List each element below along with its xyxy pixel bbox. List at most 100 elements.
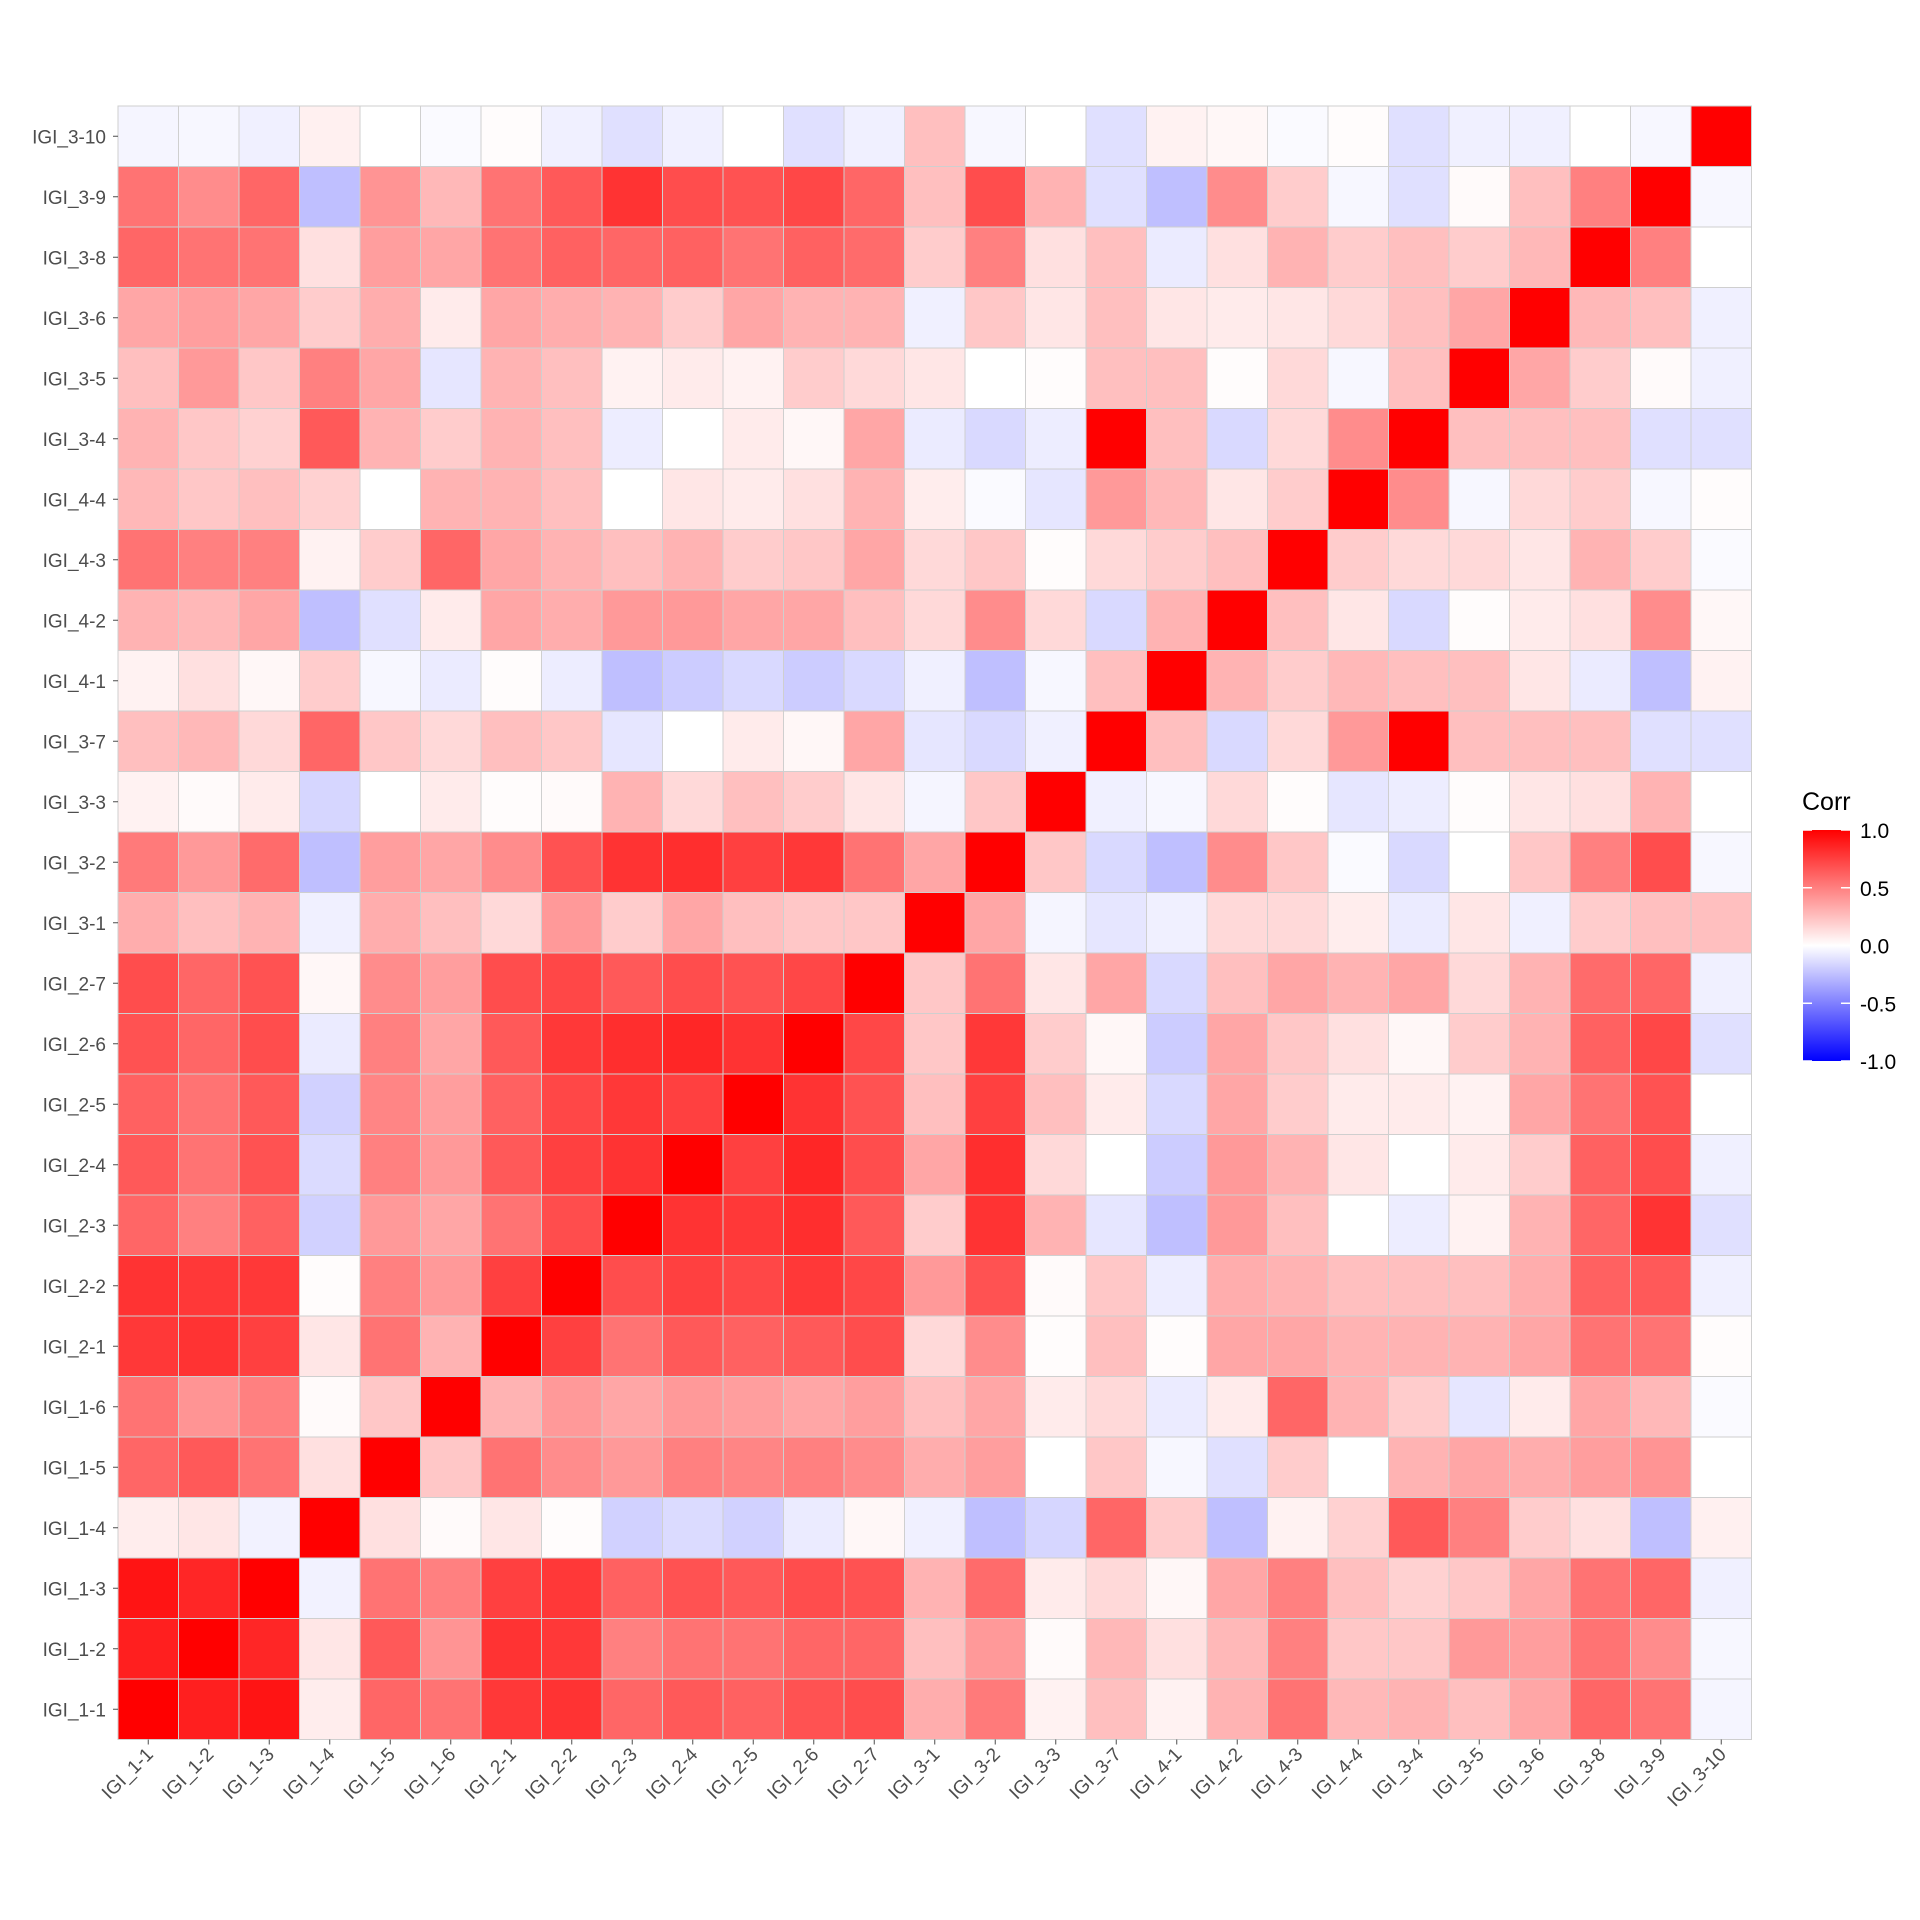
heatmap-cell [480, 1557, 542, 1619]
heatmap-cell [541, 105, 603, 167]
heatmap-cell [1509, 1678, 1571, 1740]
x-tick-label: IGI_3-4 [1369, 1744, 1429, 1804]
heatmap-cell [1569, 1255, 1631, 1317]
heatmap-cell [722, 1557, 784, 1619]
heatmap-cell [904, 529, 966, 591]
heatmap-cell [1569, 1436, 1631, 1498]
heatmap-cell [299, 105, 361, 167]
heatmap-cell [1388, 347, 1450, 409]
heatmap-cell [178, 1497, 240, 1559]
heatmap-cell [541, 1194, 603, 1256]
heatmap-cell [904, 1557, 966, 1619]
heatmap-cell [238, 952, 300, 1014]
heatmap-cell [1569, 710, 1631, 772]
heatmap-cell [1146, 1497, 1208, 1559]
heatmap-cell [299, 226, 361, 288]
x-tick-label: IGI_3-9 [1611, 1744, 1671, 1804]
y-tick-label: IGI_2-5 [43, 1095, 106, 1116]
heatmap-cell [420, 1073, 482, 1135]
heatmap-cell [541, 952, 603, 1014]
heatmap-cell [1327, 1073, 1389, 1135]
heatmap-cell [1025, 1255, 1087, 1317]
heatmap-cell [117, 1557, 179, 1619]
heatmap-cell [1569, 347, 1631, 409]
heatmap-cell [662, 1255, 724, 1317]
heatmap-cell [1025, 468, 1087, 530]
heatmap-cell [1690, 1255, 1752, 1317]
heatmap-cell [178, 1618, 240, 1680]
heatmap-cell [541, 1315, 603, 1377]
heatmap-cell [359, 1497, 421, 1559]
heatmap-cell [420, 468, 482, 530]
heatmap-cell [1690, 1557, 1752, 1619]
heatmap-cell [1025, 892, 1087, 954]
heatmap-cell [1630, 408, 1692, 470]
heatmap-cell [1025, 1134, 1087, 1196]
heatmap-cell [1690, 1013, 1752, 1075]
heatmap-cell [178, 1315, 240, 1377]
heatmap-cell [420, 1315, 482, 1377]
heatmap-cell [359, 1678, 421, 1740]
heatmap-cell [1388, 831, 1450, 893]
heatmap-cell [1569, 650, 1631, 712]
heatmap-cell [1267, 1194, 1329, 1256]
heatmap-cell [1085, 1497, 1147, 1559]
heatmap-cell [1267, 1618, 1329, 1680]
heatmap-cell [1690, 952, 1752, 1014]
heatmap-cell [1388, 1557, 1450, 1619]
heatmap-cell [178, 1255, 240, 1317]
heatmap-cell [1146, 1073, 1208, 1135]
heatmap-cell [964, 347, 1026, 409]
legend-ticks: 1.0 0.5 0.0 -0.5 -1.0 [1803, 820, 1896, 1074]
heatmap-cell [117, 1255, 179, 1317]
heatmap-cell [722, 408, 784, 470]
heatmap-cell [904, 892, 966, 954]
heatmap-cell [541, 1255, 603, 1317]
heatmap-cell [722, 952, 784, 1014]
heatmap-cell [662, 287, 724, 349]
heatmap-cell [1569, 1376, 1631, 1438]
heatmap-cell [117, 1436, 179, 1498]
heatmap-cell [904, 1376, 966, 1438]
heatmap-cell [1267, 1315, 1329, 1377]
heatmap-cell [299, 1073, 361, 1135]
heatmap-cell [1085, 1618, 1147, 1680]
heatmap-cell [964, 1134, 1026, 1196]
heatmap-cell [662, 1497, 724, 1559]
heatmap-cell [541, 1073, 603, 1135]
heatmap-cell [904, 952, 966, 1014]
heatmap-cell [1690, 347, 1752, 409]
heatmap-cell [1569, 831, 1631, 893]
heatmap-cell [1509, 1073, 1571, 1135]
heatmap-cell [1448, 1134, 1510, 1196]
heatmap-cell [1025, 831, 1087, 893]
heatmap-cell [1327, 1497, 1389, 1559]
heatmap-cell [420, 952, 482, 1014]
heatmap-cell [117, 771, 179, 833]
heatmap-cell [1630, 831, 1692, 893]
heatmap-cell [238, 831, 300, 893]
heatmap-cell [662, 892, 724, 954]
heatmap-cell [722, 105, 784, 167]
heatmap-cell [1146, 831, 1208, 893]
heatmap-cell [904, 771, 966, 833]
heatmap-cell [1206, 1013, 1268, 1075]
heatmap-cell [722, 1013, 784, 1075]
x-tick-label: IGI_1-4 [280, 1744, 340, 1804]
heatmap-cell [299, 468, 361, 530]
heatmap-cell [1448, 1376, 1510, 1438]
x-tick-label: IGI_4-1 [1127, 1744, 1187, 1804]
y-tick-label: IGI_2-3 [43, 1216, 106, 1237]
heatmap-cell [964, 831, 1026, 893]
x-tick-label: IGI_3-3 [1006, 1744, 1066, 1804]
y-tick-label: IGI_3-3 [43, 793, 106, 814]
heatmap-cell [117, 952, 179, 1014]
heatmap-cell [1509, 952, 1571, 1014]
heatmap-cell [601, 650, 663, 712]
heatmap-cell [1690, 1618, 1752, 1680]
heatmap-cell [1146, 892, 1208, 954]
heatmap-cell [783, 831, 845, 893]
heatmap-cell [541, 408, 603, 470]
heatmap-cell [1630, 1134, 1692, 1196]
x-tick-label: IGI_3-1 [885, 1744, 945, 1804]
